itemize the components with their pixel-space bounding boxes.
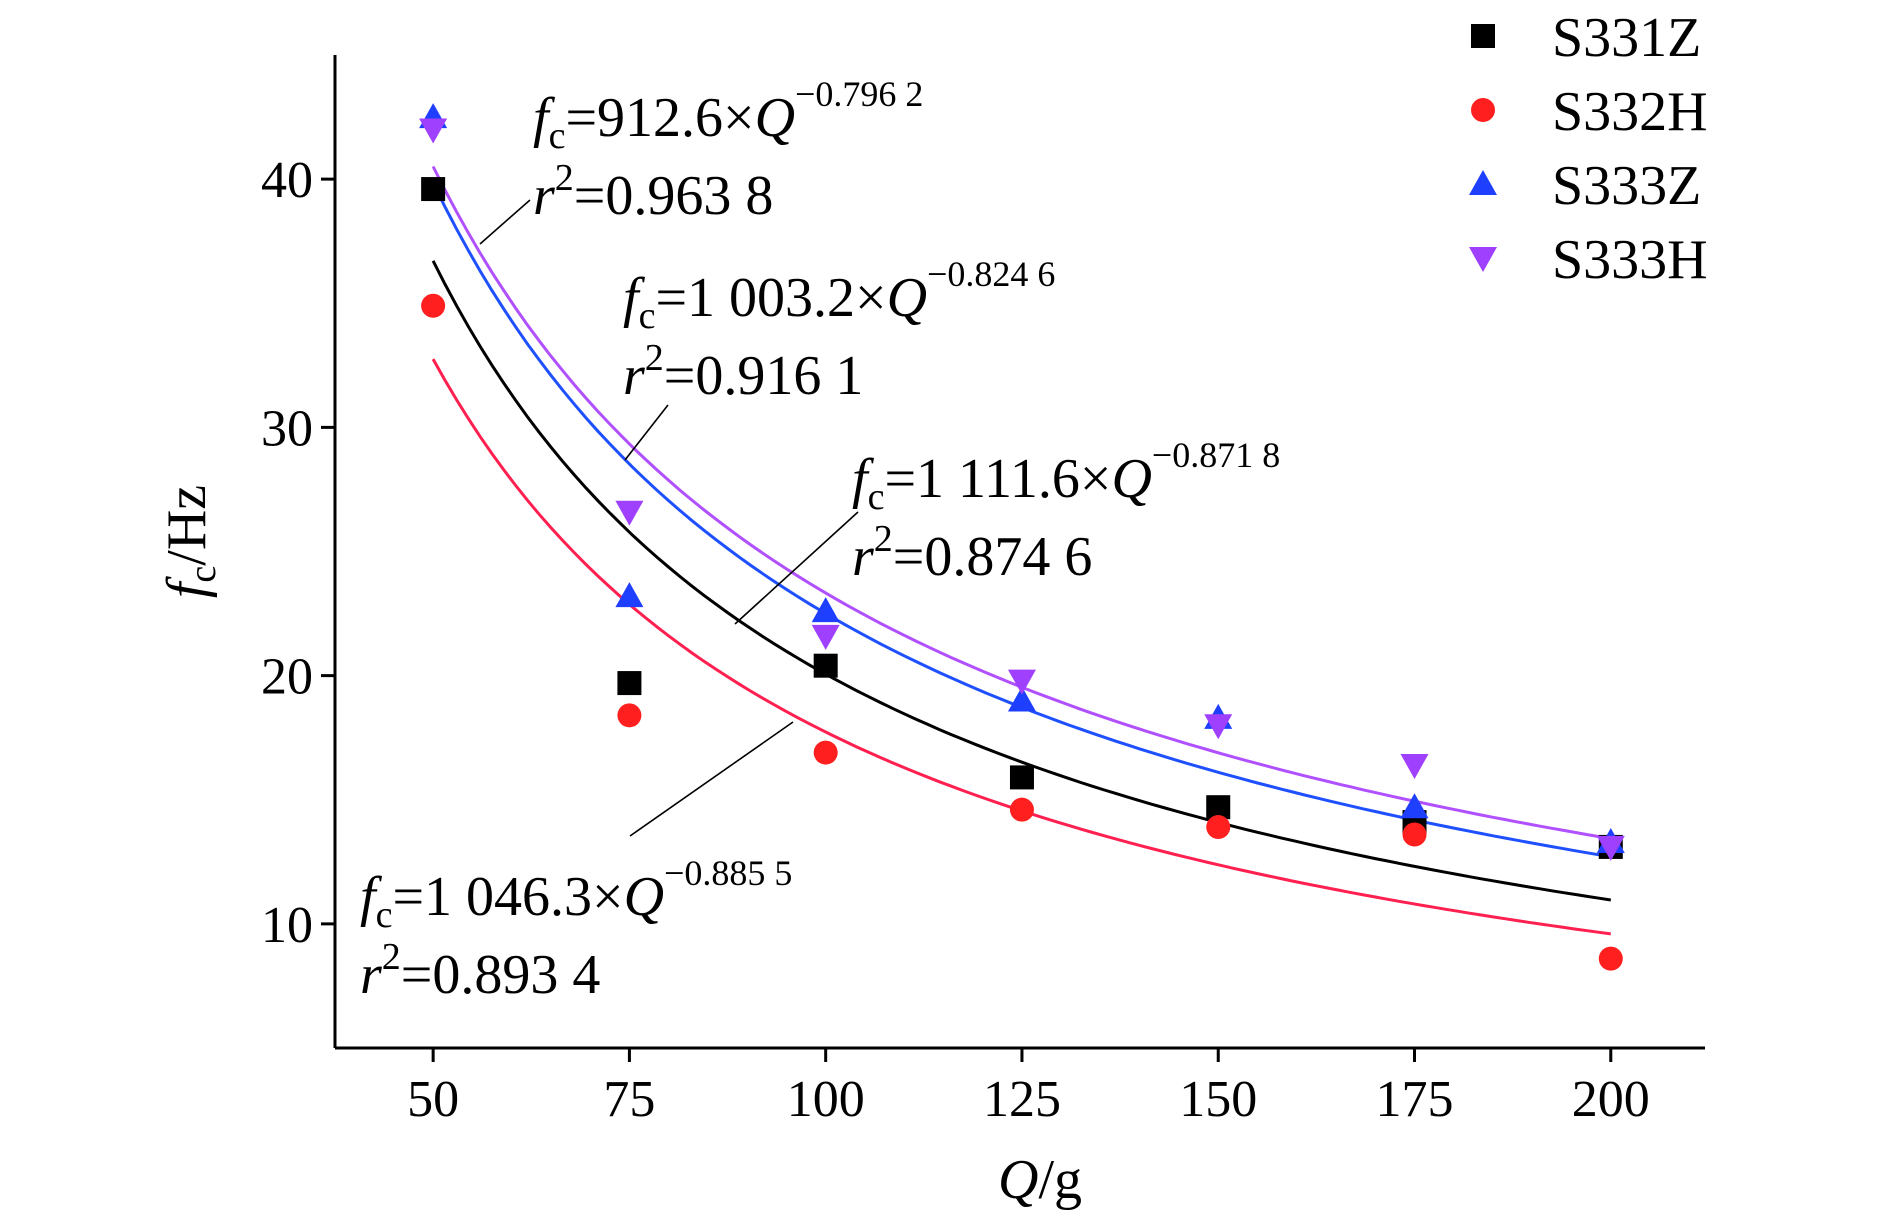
y-axis-title-unit: /Hz	[156, 485, 218, 566]
equation-q: Q	[624, 866, 664, 928]
axes: 50 75 100 125 150 175 200 10 20 30 40 Q/g fc/Hz	[156, 55, 1705, 1211]
equation-exponent: −0.796 2	[795, 74, 923, 114]
fit-equation: fc=912.6×Q−0.796 2	[533, 74, 923, 157]
data-point-s332h	[1206, 815, 1231, 840]
legend-marker-s333z	[1469, 170, 1497, 195]
r-power: 2	[555, 157, 574, 199]
equation-coefficient: =1 003.2×	[655, 267, 886, 329]
data-point-s331z	[421, 177, 446, 202]
y-tick-label: 20	[261, 649, 313, 706]
x-tick-label: 150	[1179, 1071, 1257, 1128]
data-point-s333h	[419, 118, 448, 144]
fit-equation: fc=1 003.2×Q−0.824 6	[623, 254, 1055, 337]
x-tick-label: 100	[787, 1071, 865, 1128]
y-tick-label: 30	[261, 400, 313, 457]
equation-sub: c	[639, 295, 656, 337]
legend-label-s332h: S332H	[1552, 81, 1708, 143]
fit-curve-s331z	[431, 260, 1612, 902]
r-power: 2	[645, 337, 664, 379]
x-axis-title-symbol: Q	[998, 1149, 1038, 1211]
r-squared-value: =0.874 6	[893, 526, 1093, 588]
equation-sub: c	[376, 894, 393, 936]
fit-r-squared: r2=0.916 1	[623, 337, 863, 407]
data-point-s333z	[1400, 793, 1429, 819]
data-point-s331z	[617, 671, 642, 696]
fit-r-squared: r2=0.893 4	[360, 936, 600, 1006]
r-symbol: r	[360, 944, 382, 1006]
legend: S331Z S332H S333Z S333H	[1469, 7, 1708, 291]
fit-equations: fc=912.6×Q−0.796 2r2=0.963 8fc=1 003.2×Q…	[360, 74, 1280, 1006]
equation-exponent: −0.885 5	[664, 853, 792, 893]
data-point-s333h	[615, 500, 644, 526]
equation-sub: c	[868, 476, 885, 518]
r-symbol: r	[852, 526, 874, 588]
r-squared-value: =0.916 1	[664, 345, 864, 407]
fit-r-squared: r2=0.874 6	[852, 518, 1092, 588]
equation-coefficient: =1 111.6×	[884, 448, 1111, 510]
data-point-s333h	[1400, 753, 1429, 779]
data-point-s333h	[811, 624, 840, 650]
data-point-s331z	[813, 653, 838, 678]
data-point-s333h	[1007, 669, 1036, 695]
fit-equation: fc=1 046.3×Q−0.885 5	[360, 853, 792, 936]
equation-q: Q	[755, 87, 795, 149]
legend-marker-s332h	[1471, 98, 1495, 122]
fit-r-squared: r2=0.963 8	[533, 157, 773, 227]
fit-equation: fc=1 111.6×Q−0.871 8	[852, 435, 1280, 518]
equation-exponent: −0.824 6	[927, 254, 1055, 294]
y-tick-label: 40	[261, 152, 313, 209]
equation-coefficient: =912.6×	[565, 87, 754, 149]
legend-marker-s331z	[1471, 24, 1495, 48]
legend-label-s333h: S333H	[1552, 229, 1708, 291]
x-tick-label: 200	[1572, 1071, 1650, 1128]
data-point-s332h	[617, 703, 642, 728]
data-point-s333h	[1204, 714, 1233, 740]
x-tick-label: 125	[983, 1071, 1061, 1128]
leader-line-3	[734, 511, 859, 625]
y-axis-title: fc/Hz	[156, 485, 224, 598]
x-axis-title: Q/g	[998, 1149, 1082, 1211]
equation-coefficient: =1 046.3×	[392, 866, 623, 928]
data-point-s332h	[1009, 797, 1034, 822]
equation-exponent: −0.871 8	[1152, 435, 1280, 475]
leader-line-4	[629, 721, 794, 837]
r-power: 2	[874, 518, 893, 560]
annotation-leaders	[479, 199, 859, 837]
data-points	[419, 103, 1625, 971]
y-axis-title-subscript: c	[182, 566, 224, 583]
legend-marker-s333h	[1469, 247, 1497, 272]
x-tick-label: 175	[1376, 1071, 1454, 1128]
r-squared-value: =0.893 4	[401, 944, 601, 1006]
x-axis-title-unit: /g	[1038, 1149, 1082, 1211]
y-tick-label: 10	[261, 897, 313, 954]
r-symbol: r	[623, 345, 645, 407]
legend-label-s333z: S333Z	[1552, 155, 1701, 217]
data-point-s332h	[813, 740, 838, 765]
equation-q: Q	[1111, 448, 1151, 510]
data-point-s333z	[1007, 686, 1036, 712]
r-squared-value: =0.963 8	[574, 165, 774, 227]
leader-line-1	[479, 199, 531, 245]
leader-line-2	[624, 404, 669, 461]
equation-q: Q	[887, 267, 927, 329]
r-power: 2	[382, 936, 401, 978]
x-tick-label: 50	[407, 1071, 459, 1128]
data-point-s332h	[1402, 822, 1427, 847]
data-point-s332h	[1598, 946, 1623, 971]
data-point-s333h	[1596, 835, 1625, 861]
data-point-s333z	[811, 597, 840, 623]
data-point-s331z	[1009, 765, 1034, 790]
equation-sub: c	[549, 115, 566, 157]
data-point-s333z	[615, 582, 644, 608]
r-symbol: r	[533, 165, 555, 227]
legend-label-s331z: S331Z	[1552, 7, 1701, 69]
data-point-s332h	[421, 293, 446, 318]
x-tick-label: 75	[603, 1071, 655, 1128]
